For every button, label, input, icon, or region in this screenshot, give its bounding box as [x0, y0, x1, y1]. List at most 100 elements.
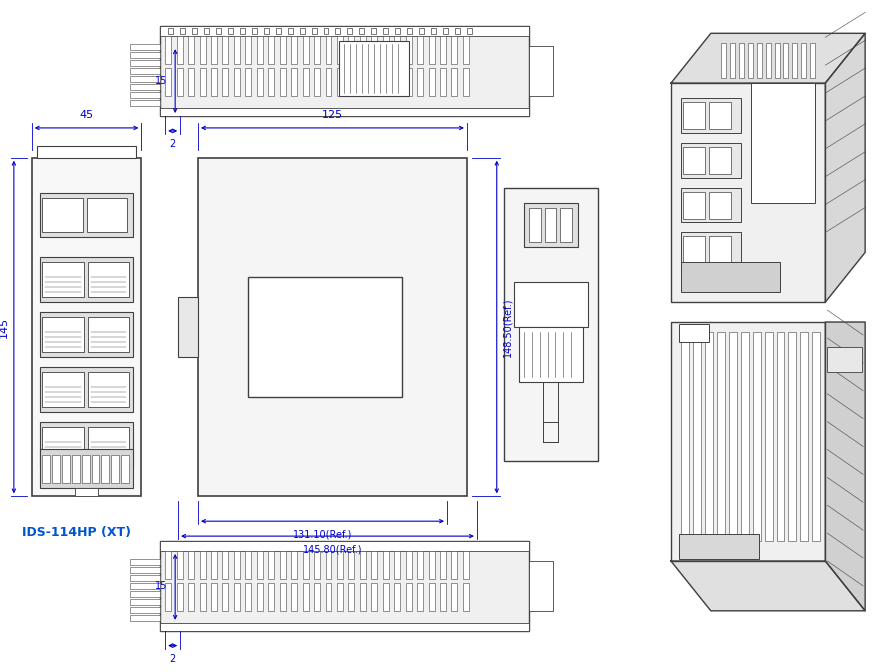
- Bar: [39, 193, 133, 237]
- Bar: [160, 108, 528, 116]
- Bar: [188, 583, 194, 611]
- Bar: [751, 83, 815, 202]
- Bar: [827, 347, 862, 372]
- Bar: [245, 583, 251, 611]
- Bar: [42, 427, 83, 462]
- Text: IDS-114HP (XT): IDS-114HP (XT): [22, 526, 131, 539]
- Bar: [764, 332, 772, 541]
- Bar: [74, 489, 98, 497]
- Bar: [337, 583, 343, 611]
- Bar: [406, 36, 411, 65]
- Bar: [131, 615, 160, 621]
- Bar: [792, 43, 797, 78]
- Bar: [717, 332, 725, 541]
- Bar: [211, 583, 217, 611]
- Bar: [681, 332, 689, 541]
- Bar: [681, 143, 740, 177]
- Bar: [268, 551, 274, 579]
- Bar: [704, 332, 713, 541]
- Bar: [223, 583, 229, 611]
- Bar: [39, 367, 133, 412]
- Bar: [131, 60, 160, 66]
- Bar: [765, 43, 771, 78]
- Bar: [302, 36, 308, 65]
- Bar: [800, 332, 808, 541]
- Text: 15: 15: [155, 581, 167, 591]
- Bar: [813, 332, 821, 541]
- Bar: [165, 551, 171, 579]
- Bar: [216, 28, 221, 34]
- Bar: [419, 28, 424, 34]
- Bar: [91, 456, 99, 483]
- Bar: [42, 262, 83, 297]
- Text: 145.80(Ref.): 145.80(Ref.): [303, 544, 362, 554]
- Bar: [39, 257, 133, 302]
- Text: 125: 125: [322, 110, 343, 120]
- Bar: [451, 36, 458, 65]
- Bar: [264, 28, 269, 34]
- Bar: [299, 28, 305, 34]
- Bar: [280, 36, 286, 65]
- Bar: [245, 36, 251, 65]
- Bar: [801, 43, 806, 78]
- Bar: [72, 456, 80, 483]
- Bar: [165, 68, 171, 96]
- Bar: [88, 427, 130, 462]
- Bar: [528, 561, 553, 611]
- Bar: [102, 456, 109, 483]
- Bar: [234, 68, 240, 96]
- Bar: [188, 68, 194, 96]
- Bar: [383, 36, 389, 65]
- Bar: [88, 262, 130, 297]
- Bar: [395, 28, 401, 34]
- Bar: [325, 36, 332, 65]
- Bar: [463, 68, 468, 96]
- Bar: [371, 28, 376, 34]
- Polygon shape: [825, 34, 865, 302]
- Bar: [384, 28, 388, 34]
- Bar: [257, 551, 263, 579]
- Bar: [257, 68, 263, 96]
- Bar: [325, 583, 332, 611]
- Bar: [325, 551, 332, 579]
- Text: 145: 145: [0, 317, 9, 337]
- Circle shape: [450, 476, 454, 480]
- Bar: [443, 28, 448, 34]
- Bar: [681, 98, 740, 133]
- Bar: [268, 68, 274, 96]
- Text: 15: 15: [155, 76, 167, 86]
- Bar: [428, 68, 434, 96]
- Bar: [337, 551, 343, 579]
- Bar: [440, 68, 446, 96]
- Bar: [252, 28, 257, 34]
- Bar: [371, 68, 377, 96]
- Bar: [440, 551, 446, 579]
- Bar: [131, 76, 160, 82]
- Bar: [234, 36, 240, 65]
- Bar: [178, 297, 198, 357]
- Bar: [753, 332, 761, 541]
- Bar: [406, 583, 411, 611]
- Bar: [312, 28, 316, 34]
- Bar: [337, 36, 343, 65]
- Bar: [349, 68, 354, 96]
- Circle shape: [450, 174, 454, 177]
- Bar: [122, 456, 130, 483]
- Bar: [325, 68, 332, 96]
- Bar: [709, 102, 730, 129]
- Bar: [451, 583, 458, 611]
- Bar: [131, 591, 160, 597]
- Bar: [199, 68, 206, 96]
- Bar: [131, 100, 160, 106]
- Polygon shape: [671, 34, 865, 83]
- Bar: [783, 43, 789, 78]
- Bar: [406, 551, 411, 579]
- Bar: [440, 36, 446, 65]
- Bar: [268, 583, 274, 611]
- Bar: [519, 327, 584, 382]
- Bar: [383, 68, 389, 96]
- Bar: [431, 28, 436, 34]
- Bar: [671, 322, 825, 561]
- Bar: [679, 534, 759, 559]
- Polygon shape: [671, 561, 865, 611]
